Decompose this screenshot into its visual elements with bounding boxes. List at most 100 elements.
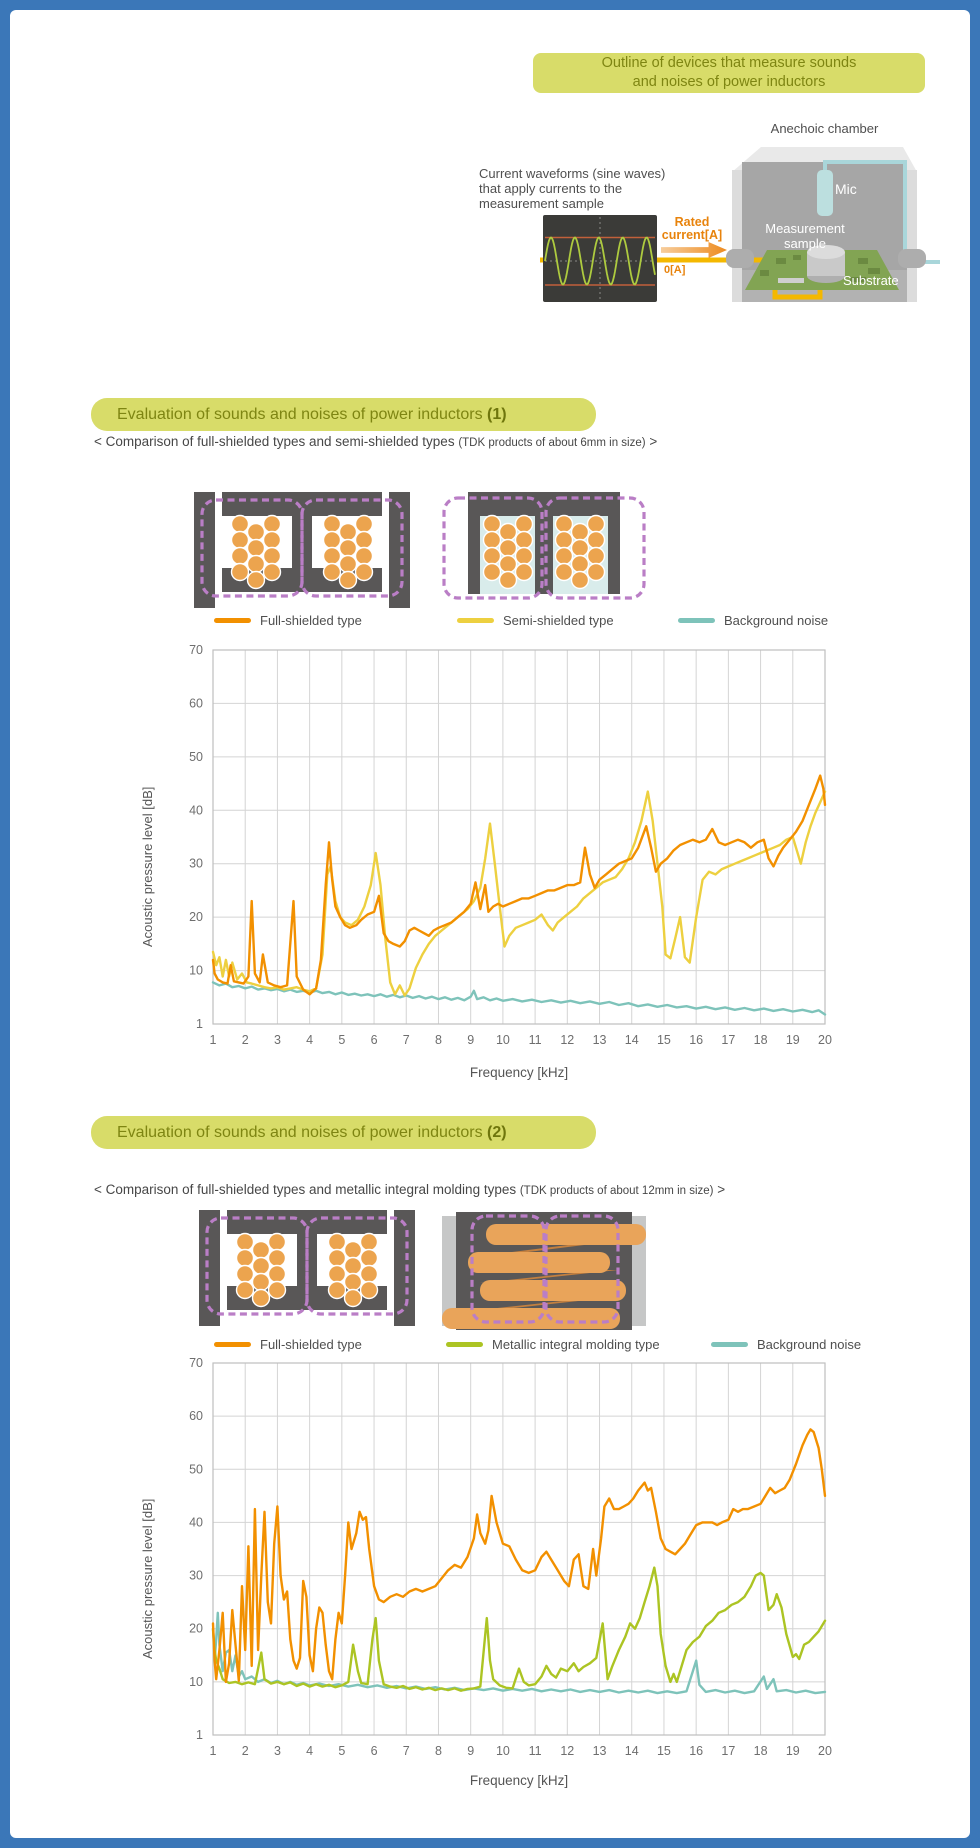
svg-text:10: 10 [189,1675,203,1689]
mic-body [817,170,833,216]
chart1-x-axis-title: Frequency [kHz] [469,1065,569,1080]
magnetic-flux-loops [205,1216,409,1316]
substrate-label: Substrate [843,273,899,288]
svg-text:9: 9 [467,1744,474,1758]
background-noise-swatch [678,617,715,623]
mic-label: Mic [835,181,857,197]
sample-top [807,245,845,259]
legend-item-background-noise: Background noise [678,611,828,629]
chart2-x-axis-title: Frequency [kHz] [469,1773,569,1788]
svg-text:12: 12 [560,1033,574,1047]
section1-heading: Evaluation of sounds and noises of power… [91,398,596,431]
svg-text:70: 70 [189,643,203,657]
header-line2: and noises of power inductors [632,74,826,90]
waveform-annotation: Current waveforms (sine waves) that appl… [479,166,666,211]
svg-text:40: 40 [189,803,203,817]
coil-diagonal-connections [470,1242,618,1311]
section1-subtitle: < Comparison of full-shielded types and … [94,434,658,449]
magnetic-flux-loops [200,498,404,598]
right-feedthrough [898,249,926,268]
svg-text:14: 14 [625,1033,639,1047]
svg-text:17: 17 [721,1033,735,1047]
svg-text:3: 3 [274,1744,281,1758]
full-shielded-type-diagram [194,492,410,608]
coil-windings [482,514,606,590]
full-shielded-swatch [214,617,251,623]
svg-text:15: 15 [657,1744,671,1758]
measurement-sample-label: Measurement sample [765,221,845,251]
svg-text:60: 60 [189,1409,203,1423]
svg-text:4: 4 [306,1033,313,1047]
svg-text:20: 20 [189,1622,203,1636]
svg-text:1: 1 [210,1744,217,1758]
legend-item-full-shielded: Full-shielded type [214,611,362,629]
coil-windings [230,514,374,590]
svg-text:8: 8 [435,1033,442,1047]
rated-current-label: Rated current[A] [661,215,723,242]
semi-shielded-swatch [457,617,494,623]
svg-text:2: 2 [242,1744,249,1758]
svg-text:5: 5 [338,1744,345,1758]
svg-text:20: 20 [818,1744,832,1758]
svg-text:16: 16 [689,1033,703,1047]
svg-text:1: 1 [196,1017,203,1031]
zero-ampere-label: 0[A] [664,264,686,276]
oscilloscope-screen [543,215,657,302]
semi-shielded-type-diagram [442,492,646,600]
svg-text:70: 70 [189,1356,203,1370]
left-feedthrough [726,249,754,268]
content-card: Outline of devices that measure sounds a… [10,10,970,1838]
flat-coil-ribbon [442,1224,646,1329]
legend-item-background-noise: Background noise [711,1335,861,1353]
svg-text:15: 15 [657,1033,671,1047]
svg-text:11: 11 [529,1033,542,1047]
svg-text:5: 5 [338,1033,345,1047]
svg-text:1: 1 [210,1033,217,1047]
svg-text:2: 2 [242,1033,249,1047]
magnetic-flux-loops [470,1214,620,1324]
svg-text:17: 17 [721,1744,735,1758]
svg-text:1: 1 [196,1728,203,1742]
svg-text:16: 16 [689,1744,703,1758]
svg-text:18: 18 [754,1744,768,1758]
svg-text:40: 40 [189,1515,203,1529]
sine-wave [544,236,656,286]
svg-text:10: 10 [189,964,203,978]
coil-windings [235,1232,379,1308]
magnetic-flux-loops [442,496,646,600]
header-line1: Outline of devices that measure sounds [601,55,857,71]
anechoic-chamber-label: Anechoic chamber [770,121,879,136]
svg-text:9: 9 [467,1033,474,1047]
chart2-y-axis-title: Acoustic pressure level [dB] [140,1498,155,1659]
header-banner: Outline of devices that measure sounds a… [533,53,925,93]
svg-text:60: 60 [189,696,203,710]
section2-subtitle: < Comparison of full-shielded types and … [94,1182,726,1197]
anechoic-chamber-illustration [540,147,940,302]
svg-text:19: 19 [786,1744,800,1758]
svg-text:7: 7 [403,1744,410,1758]
svg-text:20: 20 [818,1033,832,1047]
svg-text:50: 50 [189,1462,203,1476]
background-noise-swatch [711,1341,748,1347]
svg-text:30: 30 [189,857,203,871]
svg-text:8: 8 [435,1744,442,1758]
svg-text:11: 11 [529,1744,542,1758]
svg-text:7: 7 [403,1033,410,1047]
chart1-y-axis-title: Acoustic pressure level [dB] [140,786,155,947]
svg-text:14: 14 [625,1744,639,1758]
section2-heading: Evaluation of sounds and noises of power… [91,1116,596,1149]
svg-text:12: 12 [560,1744,574,1758]
svg-text:50: 50 [189,750,203,764]
legend-item-full-shielded: Full-shielded type [214,1335,362,1353]
svg-text:30: 30 [189,1569,203,1583]
svg-text:6: 6 [371,1033,378,1047]
svg-text:3: 3 [274,1033,281,1047]
svg-text:6: 6 [371,1744,378,1758]
legend-item-metallic-molding: Metallic integral molding type [446,1335,660,1353]
metallic-molding-swatch [446,1341,483,1347]
metallic-integral-molding-type-diagram [442,1212,646,1330]
svg-text:10: 10 [496,1744,510,1758]
svg-text:20: 20 [189,910,203,924]
svg-text:13: 13 [593,1744,607,1758]
